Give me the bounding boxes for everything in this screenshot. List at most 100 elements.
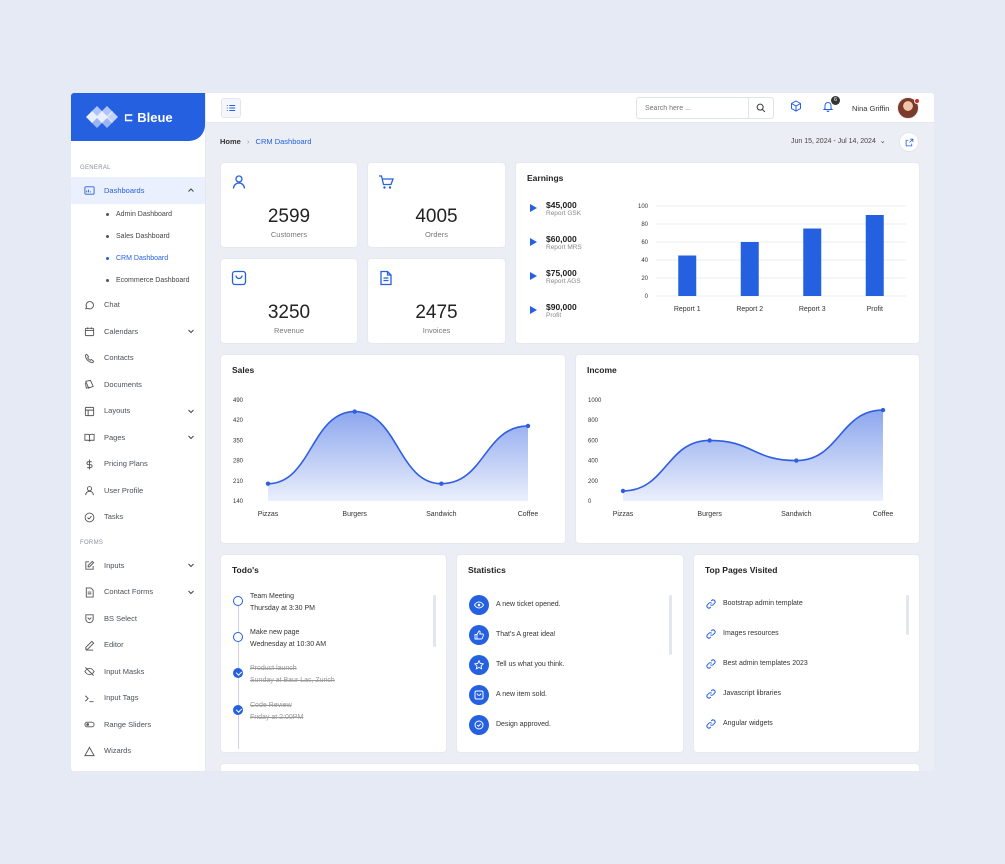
stat-label: Invoices [422, 326, 451, 335]
edit-icon [84, 560, 95, 571]
search-icon [756, 103, 766, 113]
search-input[interactable] [637, 98, 749, 118]
todo-done-check-icon[interactable] [233, 668, 243, 678]
top-pages-scrollbar[interactable] [906, 595, 909, 635]
check-circle-icon [469, 715, 489, 735]
share-icon [905, 138, 914, 147]
sidebar-item-contacts[interactable]: Contacts [71, 345, 205, 372]
sidebar-item-bs-select[interactable]: BS Select [71, 605, 205, 632]
sidebar-item-label: Contact Forms [104, 587, 154, 597]
bag-icon [469, 685, 489, 705]
sidebar-item-inputs[interactable]: Inputs [71, 552, 205, 579]
menu-toggle-button[interactable] [221, 98, 241, 118]
sidebar-item-pricing-plans[interactable]: Pricing Plans [71, 451, 205, 478]
sidebar-item-contact-forms[interactable]: Contact Forms [71, 579, 205, 606]
link-icon [706, 659, 716, 669]
search-button[interactable] [748, 98, 773, 118]
todo-title: Team Meeting [250, 593, 294, 600]
list-icon [226, 105, 236, 111]
form-icon [84, 586, 95, 598]
sidebar-item-input-tags[interactable]: Input Tags [71, 685, 205, 712]
avatar[interactable] [897, 97, 920, 119]
todo-status-icon[interactable] [233, 596, 243, 606]
link-icon [706, 629, 716, 639]
earnings-row: $90,000 Profit [530, 302, 620, 324]
y-tick-label: 0 [645, 294, 649, 300]
income-card: Income 0 200 400 600 800 1000 Pizzas Burgers San… [575, 354, 920, 544]
stat-label: Revenue [273, 326, 305, 335]
eye-icon [469, 595, 489, 615]
earnings-value: $90,000 [546, 302, 577, 312]
sales-title: Sales [232, 365, 255, 375]
sidebar-item-tasks[interactable]: Tasks [71, 504, 205, 531]
sidebar-subitem-sales-dashboard[interactable]: Sales Dashboard [71, 226, 205, 248]
top-pages-title: Top Pages Visited [705, 565, 778, 575]
sidebar-item-layouts[interactable]: Layouts [71, 398, 205, 425]
breadcrumb: Home › CRM Dashboard [220, 137, 311, 146]
breadcrumb-home[interactable]: Home [220, 137, 241, 146]
sidebar: ⊏ Bleue GENERAL Dashboards Admin Dashboa… [71, 93, 206, 771]
sidebar-item-range-sliders[interactable]: Range Sliders [71, 711, 205, 738]
sidebar-item-user-profile[interactable]: User Profile [71, 477, 205, 504]
user-name[interactable]: Nina Griffin [852, 104, 890, 113]
todo-item[interactable]: Team Meeting Thursday at 3:30 PM [233, 593, 426, 623]
top-page-link[interactable]: Angular widgets [706, 719, 899, 749]
statistics-item[interactable]: Design approved. [469, 715, 663, 745]
top-page-link[interactable]: Best admin templates 2023 [706, 659, 899, 689]
sidebar-item-label: Layouts [104, 406, 131, 416]
sidebar-subitem-ecommerce-dashboard[interactable]: Ecommerce Dashboard [71, 270, 205, 292]
top-page-text: Images resources [723, 630, 779, 637]
stat-value: 4005 [415, 206, 458, 227]
todos-scrollbar[interactable] [433, 595, 436, 647]
top-page-link[interactable]: Images resources [706, 629, 899, 659]
statistics-item[interactable]: A new item sold. [469, 685, 663, 715]
bar [865, 215, 884, 296]
x-tick-label: Sandwich [781, 511, 811, 518]
sidebar-item-input-masks[interactable]: Input Masks [71, 658, 205, 685]
todo-item[interactable]: Code Review Friday at 2:00PM [233, 702, 426, 732]
box-button[interactable] [790, 100, 804, 114]
todo-done-check-icon[interactable] [233, 705, 243, 715]
sidebar-item-wizards[interactable]: Wizards [71, 738, 205, 765]
sidebar-item-pages[interactable]: Pages [71, 424, 205, 451]
data-point [439, 481, 444, 486]
earnings-title: Earnings [527, 173, 564, 183]
statistics-item[interactable]: That's A great idea! [469, 625, 663, 655]
bar [740, 242, 759, 296]
todo-item[interactable]: Product launch Sunday at Baur Lac, Zurich [233, 665, 426, 695]
user-icon [231, 174, 247, 190]
sidebar-subitem-admin-dashboard[interactable]: Admin Dashboard [71, 204, 205, 226]
dashboard-icon [84, 185, 95, 196]
notifications-button[interactable]: 6 [822, 96, 840, 114]
sidebar-item-calendars[interactable]: Calendars [71, 318, 205, 345]
statistics-item[interactable]: Tell us what you think. [469, 655, 663, 685]
date-range-picker[interactable]: Jun 15, 2024 - Jul 14, 2024 ⌄ [791, 137, 886, 145]
top-page-link[interactable]: Bootstrap admin template [706, 599, 899, 629]
earnings-label: Report GSK [546, 210, 582, 217]
statistics-scrollbar[interactable] [669, 595, 672, 655]
toggle-icon [84, 719, 95, 730]
sidebar-subitem-crm-dashboard[interactable]: CRM Dashboard [71, 248, 205, 270]
brand-header[interactable]: ⊏ Bleue [71, 93, 205, 141]
sidebar-item-dashboards[interactable]: Dashboards [71, 177, 205, 204]
todo-status-icon[interactable] [233, 632, 243, 642]
select-icon [84, 613, 95, 624]
sidebar-item-label: Pricing Plans [104, 459, 148, 469]
sidebar-item-chat[interactable]: Chat [71, 292, 205, 319]
x-tick-label: Burgers [697, 511, 722, 518]
x-tick-label: Report 3 [799, 306, 826, 313]
statistics-item[interactable]: A new ticket opened. [469, 595, 663, 625]
dollar-icon [84, 458, 95, 470]
eye-off-icon [84, 666, 95, 677]
y-tick-label: 200 [588, 479, 599, 485]
share-button[interactable] [899, 132, 919, 152]
todo-title: Product launch [250, 665, 297, 672]
sidebar-item-documents[interactable]: Documents [71, 371, 205, 398]
x-tick-label: Pizzas [613, 511, 634, 518]
top-page-text: Javascript libraries [723, 690, 781, 697]
stat-label: Orders [425, 230, 448, 239]
sidebar-item-editor[interactable]: Editor [71, 632, 205, 659]
data-point [707, 438, 712, 443]
todo-item[interactable]: Make new page Wednesday at 10:30 AM [233, 629, 426, 659]
top-page-link[interactable]: Javascript libraries [706, 689, 899, 719]
